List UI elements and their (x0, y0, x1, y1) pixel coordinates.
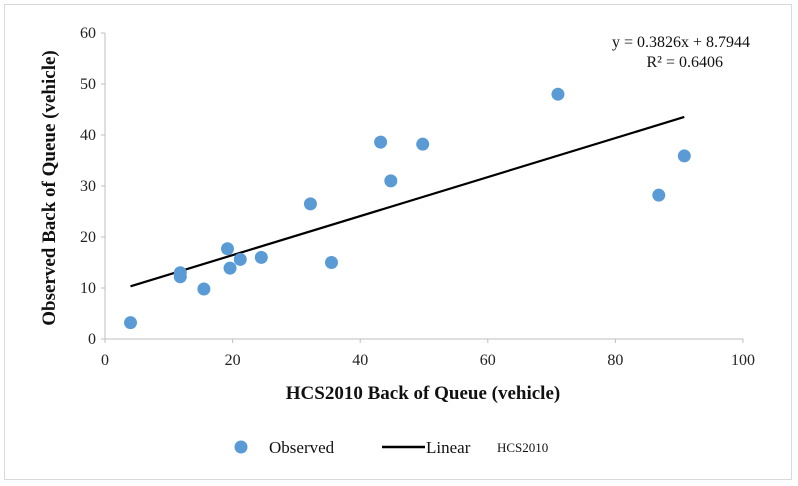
x-tick-label: 40 (352, 352, 368, 369)
axes (101, 32, 744, 343)
legend-label-linear-suffix: HCS2010 (497, 440, 548, 455)
data-point (416, 137, 430, 151)
x-axis-title: HCS2010 Back of Queue (vehicle) (286, 383, 560, 404)
legend-marker-observed (234, 440, 248, 454)
legend-label-linear: Linear (426, 438, 471, 457)
x-tick-labels: 0 20 40 60 80 100 (101, 352, 755, 369)
data-points (124, 87, 691, 330)
data-point (551, 87, 565, 101)
x-tick-label: 0 (101, 352, 109, 369)
y-tick-labels: 0 10 20 30 40 50 60 (80, 25, 96, 348)
data-point (324, 256, 338, 269)
y-tick-label: 60 (80, 25, 96, 42)
trendline-r-squared: R² = 0.6406 (647, 54, 724, 71)
y-tick-label: 50 (80, 76, 96, 93)
y-axis-title: Observed Back of Queue (vehicle) (39, 50, 60, 325)
data-point (223, 261, 237, 275)
y-tick-label: 30 (80, 178, 96, 195)
y-tick-label: 20 (80, 229, 96, 246)
y-tick-label: 10 (80, 280, 96, 297)
chart-frame (4, 4, 792, 480)
legend-label-observed: Observed (269, 438, 335, 457)
data-point (303, 197, 317, 211)
data-point (233, 252, 247, 266)
x-tick-label: 60 (480, 352, 496, 369)
trendline-equation: y = 0.3826x + 8.7944 (612, 34, 750, 51)
data-point (652, 188, 666, 202)
data-point (124, 316, 138, 330)
data-point (374, 135, 388, 149)
legend: Observed Linear HCS2010 (234, 438, 548, 457)
data-point (677, 149, 691, 163)
y-tick-label: 0 (88, 331, 96, 348)
data-point (384, 174, 398, 188)
x-tick-label: 80 (607, 352, 623, 369)
y-tick-label: 40 (80, 127, 96, 144)
x-tick-label: 20 (225, 352, 241, 369)
data-point (197, 282, 211, 296)
data-point (173, 266, 187, 280)
data-point (220, 242, 234, 256)
data-point (254, 250, 268, 264)
x-tick-label: 100 (731, 352, 755, 369)
trendline (130, 115, 685, 288)
trendline-line (130, 115, 685, 288)
